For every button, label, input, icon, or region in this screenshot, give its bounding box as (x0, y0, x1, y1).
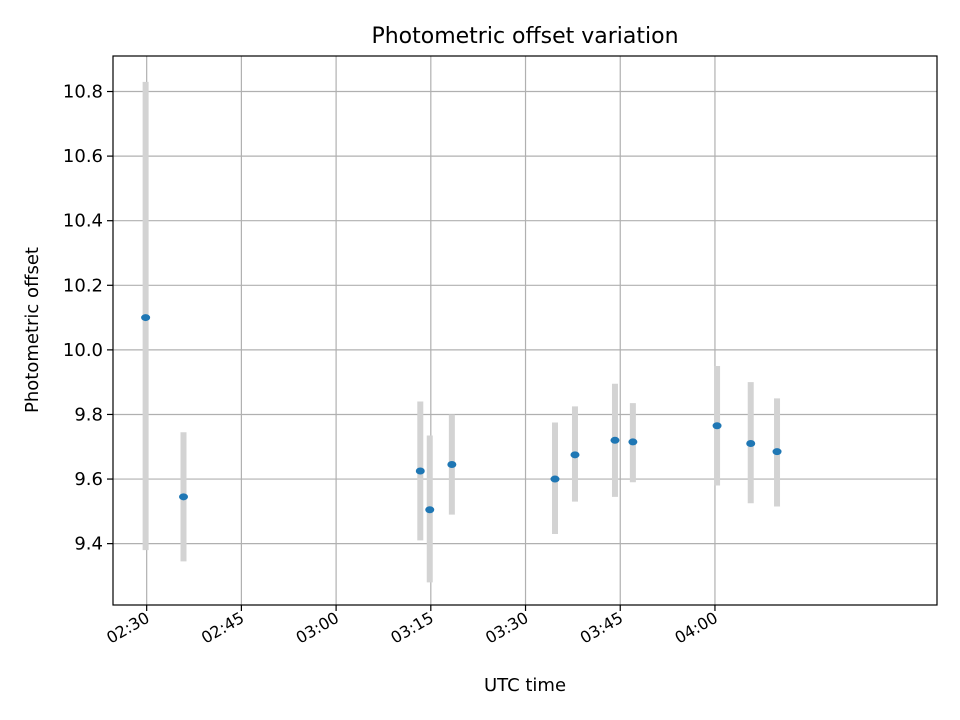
y-axis-label: Photometric offset (22, 247, 43, 413)
x-tick-label: 02:30 (103, 608, 152, 648)
data-point (712, 422, 722, 430)
y-tick-label: 10.0 (63, 340, 103, 361)
grid-lines (113, 56, 937, 605)
data-point (415, 467, 425, 475)
data-point (772, 448, 782, 456)
data-point (141, 314, 151, 322)
x-tick-label: 03:15 (387, 608, 436, 648)
y-axis-ticks: 9.4 9.6 9.8 10.0 10.2 10.4 10.6 10.8 (63, 82, 113, 555)
data-point (628, 438, 638, 446)
y-tick-label: 9.8 (74, 404, 103, 425)
y-tick-label: 10.4 (63, 211, 103, 232)
y-tick-label: 10.2 (63, 275, 103, 296)
data-points (141, 314, 782, 514)
data-point (447, 461, 457, 469)
data-point (550, 475, 560, 483)
x-tick-label: 03:45 (577, 608, 626, 648)
error-bars (142, 81, 781, 583)
y-tick-label: 9.6 (74, 469, 103, 490)
y-tick-label: 9.4 (74, 534, 103, 555)
data-point (179, 493, 189, 501)
data-point (425, 506, 435, 514)
data-point (610, 436, 620, 444)
data-point (746, 440, 756, 448)
chart-title: Photometric offset variation (371, 24, 678, 49)
x-tick-label: 02:45 (198, 608, 247, 648)
data-point (570, 451, 580, 459)
x-tick-label: 03:00 (293, 608, 342, 648)
x-axis-label: UTC time (484, 675, 566, 696)
y-tick-label: 10.8 (63, 82, 103, 103)
x-axis-ticks: 02:30 02:45 03:00 03:15 03:30 03:45 04:00 (103, 605, 721, 648)
x-tick-label: 03:30 (482, 608, 531, 648)
y-tick-label: 10.6 (63, 146, 103, 167)
x-tick-label: 04:00 (672, 608, 721, 648)
